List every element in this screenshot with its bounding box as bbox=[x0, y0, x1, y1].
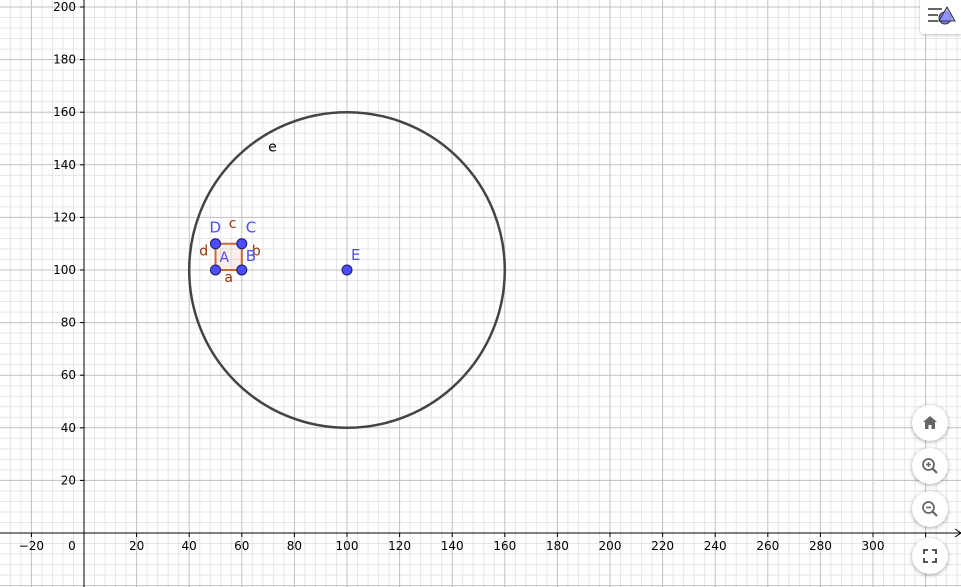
y-tick-label: 40 bbox=[61, 421, 76, 435]
y-tick-label: 140 bbox=[53, 158, 76, 172]
y-tick-label: 180 bbox=[53, 53, 76, 67]
x-tick-label: 200 bbox=[599, 539, 622, 553]
x-tick-label: 220 bbox=[651, 539, 674, 553]
x-tick-label: 120 bbox=[388, 539, 411, 553]
y-tick-label: 160 bbox=[53, 105, 76, 119]
x-tick-label: −20 bbox=[19, 539, 44, 553]
fullscreen-icon bbox=[923, 549, 937, 563]
zoom-out-icon bbox=[922, 501, 938, 517]
fullscreen-button[interactable] bbox=[912, 538, 948, 574]
circle-label[interactable]: e bbox=[268, 140, 277, 156]
point-label-B[interactable]: B bbox=[246, 247, 256, 265]
zoom-out-button[interactable] bbox=[912, 491, 948, 527]
y-tick-label: 120 bbox=[53, 210, 76, 224]
y-tick-label: 200 bbox=[53, 0, 76, 14]
x-tick-label: 40 bbox=[182, 539, 197, 553]
y-axis-tick-labels: 20 40 60 80 100 120 140 160 180 200 bbox=[53, 0, 76, 487]
x-tick-label: 140 bbox=[441, 539, 464, 553]
x-tick-label: 20 bbox=[129, 539, 144, 553]
standard-view-button[interactable] bbox=[912, 405, 948, 441]
circle-e[interactable] bbox=[187, 110, 507, 430]
points: A BC D E bbox=[210, 219, 360, 276]
point-label-E[interactable]: E bbox=[351, 246, 360, 264]
segment-label-a[interactable]: a bbox=[224, 270, 233, 286]
zoom-in-button[interactable] bbox=[912, 448, 948, 484]
polygon-label[interactable]: A bbox=[219, 250, 229, 266]
style-bar-toggle-icon bbox=[927, 5, 956, 25]
zoom-in-icon bbox=[922, 458, 938, 474]
x-axis-tick-labels: −20 0 20 40 60 80 100 120 140 160 180 200 220 240 260 2… bbox=[19, 539, 885, 553]
segment-label-b[interactable]: b bbox=[252, 244, 261, 260]
x-tick-label: 100 bbox=[336, 539, 359, 553]
x-tick-label: 80 bbox=[287, 539, 302, 553]
x-tick-label: 260 bbox=[756, 539, 779, 553]
x-tick-label: 0 bbox=[68, 539, 76, 553]
y-tick-label: 60 bbox=[61, 368, 76, 382]
x-tick-label: 160 bbox=[493, 539, 516, 553]
x-tick-label: 240 bbox=[704, 539, 727, 553]
segment-labels: a bc d bbox=[199, 216, 261, 286]
point-E[interactable] bbox=[341, 264, 353, 276]
x-tick-label: 280 bbox=[809, 539, 832, 553]
point-label-C[interactable]: C bbox=[246, 219, 256, 237]
point-C[interactable] bbox=[236, 238, 248, 250]
x-tick-label: 300 bbox=[862, 539, 885, 553]
segment-label-c[interactable]: c bbox=[229, 216, 237, 232]
x-tick-label: 60 bbox=[234, 539, 249, 553]
point-B[interactable] bbox=[236, 264, 248, 276]
segment-label-d[interactable]: d bbox=[199, 244, 208, 260]
home-icon bbox=[923, 416, 937, 429]
point-label-D[interactable]: D bbox=[210, 219, 222, 237]
style-bar-toggle-button[interactable] bbox=[920, 0, 961, 34]
point-A[interactable] bbox=[210, 264, 221, 276]
point-D[interactable] bbox=[210, 238, 221, 250]
y-tick-label: 80 bbox=[61, 316, 76, 330]
x-tick-label: 180 bbox=[546, 539, 569, 553]
y-tick-label: 100 bbox=[53, 263, 76, 277]
y-tick-label: 20 bbox=[61, 473, 76, 487]
